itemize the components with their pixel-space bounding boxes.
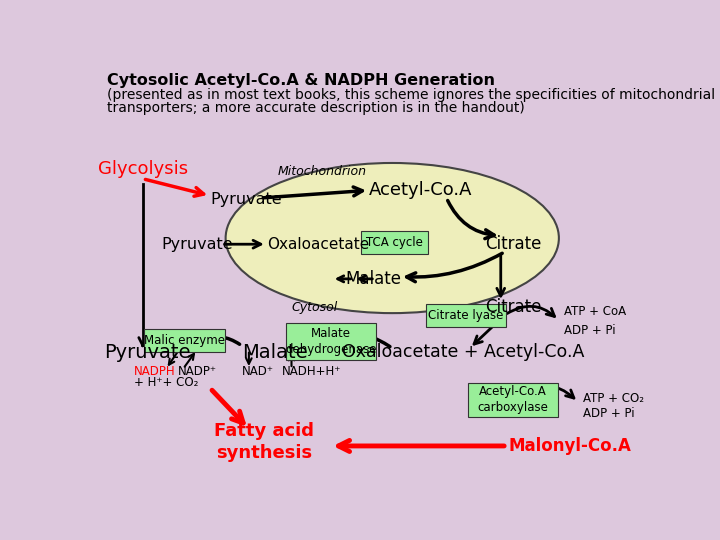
Text: Pyruvate: Pyruvate <box>161 237 233 252</box>
Text: ADP + Pi: ADP + Pi <box>583 407 634 420</box>
Text: Malate: Malate <box>346 270 402 288</box>
FancyBboxPatch shape <box>426 304 506 327</box>
Text: Oxaloacetate + Acetyl-Co.A: Oxaloacetate + Acetyl-Co.A <box>342 343 584 361</box>
Ellipse shape <box>225 163 559 313</box>
Text: Citrate lyase: Citrate lyase <box>428 309 503 322</box>
Text: + H⁺+ CO₂: + H⁺+ CO₂ <box>134 375 199 389</box>
Text: Malonyl-Co.A: Malonyl-Co.A <box>508 437 631 455</box>
Text: Cytosolic Acetyl-Co.A & NADPH Generation: Cytosolic Acetyl-Co.A & NADPH Generation <box>107 72 495 87</box>
Text: Citrate: Citrate <box>485 298 541 316</box>
Text: NAD⁺: NAD⁺ <box>242 364 274 378</box>
Text: transporters; a more accurate description is in the handout): transporters; a more accurate descriptio… <box>107 101 525 115</box>
Text: NADPH: NADPH <box>134 364 176 378</box>
Text: NADP⁺: NADP⁺ <box>178 364 217 378</box>
Text: Mitochondrion: Mitochondrion <box>278 165 367 178</box>
Text: NADH+H⁺: NADH+H⁺ <box>282 364 341 378</box>
Text: ATP + CoA: ATP + CoA <box>564 305 626 318</box>
Text: Pyruvate: Pyruvate <box>210 192 282 207</box>
FancyBboxPatch shape <box>144 329 225 352</box>
Text: Malate
dehydrogenase: Malate dehydrogenase <box>285 327 377 356</box>
Text: TCA cycle: TCA cycle <box>366 236 423 249</box>
Text: Acetyl-Co.A: Acetyl-Co.A <box>369 181 472 199</box>
FancyBboxPatch shape <box>286 323 376 360</box>
Text: Acetyl-Co.A
carboxylase: Acetyl-Co.A carboxylase <box>477 385 549 414</box>
Text: Fatty acid
synthesis: Fatty acid synthesis <box>215 422 315 462</box>
FancyBboxPatch shape <box>468 383 558 417</box>
Text: Malate: Malate <box>242 342 307 361</box>
Text: ATP + CO₂: ATP + CO₂ <box>583 392 644 404</box>
Text: Cytosol: Cytosol <box>292 301 338 314</box>
FancyBboxPatch shape <box>361 231 428 254</box>
Text: (presented as in most text books, this scheme ignores the specificities of mitoc: (presented as in most text books, this s… <box>107 88 715 102</box>
Text: Malic enzyme: Malic enzyme <box>144 334 225 347</box>
Text: Pyruvate: Pyruvate <box>104 342 191 361</box>
Text: ADP + Pi: ADP + Pi <box>564 324 616 337</box>
Text: Glycolysis: Glycolysis <box>98 160 188 178</box>
Text: Citrate: Citrate <box>485 235 541 253</box>
Text: Oxaloacetate: Oxaloacetate <box>266 237 369 252</box>
